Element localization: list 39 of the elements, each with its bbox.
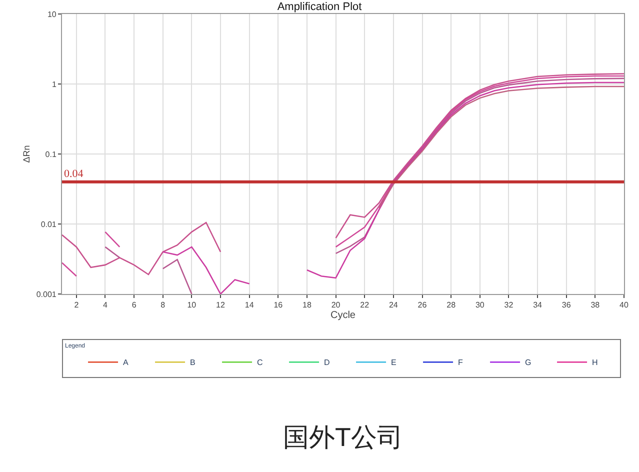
y-tick-label: 1	[52, 80, 57, 89]
y-axis-title: ΔRn	[22, 145, 32, 163]
y-tick-label: 0.01	[40, 220, 57, 229]
legend-label: C	[257, 358, 264, 368]
x-tick-label: 22	[360, 300, 370, 310]
y-tick-label: 10	[47, 10, 57, 19]
legend-label: A	[123, 358, 130, 368]
x-tick-label: 38	[590, 300, 600, 310]
x-tick-label: 28	[446, 300, 456, 310]
legend-label: H	[592, 358, 598, 368]
x-tick-label: 24	[388, 300, 398, 310]
legend-label: B	[190, 358, 196, 368]
x-tick-label: 18	[302, 300, 312, 310]
x-tick-label: 2	[74, 300, 80, 310]
x-tick-label: 6	[132, 300, 137, 310]
x-tick-label: 20	[331, 300, 341, 310]
x-tick-label: 12	[216, 300, 226, 310]
x-tick-label: 14	[244, 300, 254, 310]
x-tick-label: 30	[475, 300, 485, 310]
y-tick-label: 0.001	[36, 290, 57, 299]
legend-label: F	[458, 358, 464, 368]
x-tick-label: 40	[620, 300, 629, 310]
ref-line-label: 0.04	[64, 168, 84, 180]
chart-title: Amplification Plot	[277, 1, 362, 14]
x-tick-label: 26	[418, 300, 428, 310]
x-tick-label: 32	[504, 300, 514, 310]
line-series	[378, 86, 624, 209]
y-tick-label: 0.1	[45, 150, 57, 159]
x-tick-label: 34	[533, 300, 543, 310]
x-tick-label: 8	[160, 300, 166, 310]
legend-label: D	[324, 358, 330, 368]
x-axis-title: Cycle	[330, 310, 356, 322]
legend-label: E	[391, 358, 396, 368]
x-tick-label: 4	[103, 300, 108, 310]
x-tick-label: 36	[562, 300, 572, 310]
x-tick-label: 16	[274, 300, 284, 310]
legend-label: G	[525, 358, 532, 368]
text: 国外T公司	[283, 422, 403, 452]
x-tick-label: 10	[187, 300, 197, 310]
